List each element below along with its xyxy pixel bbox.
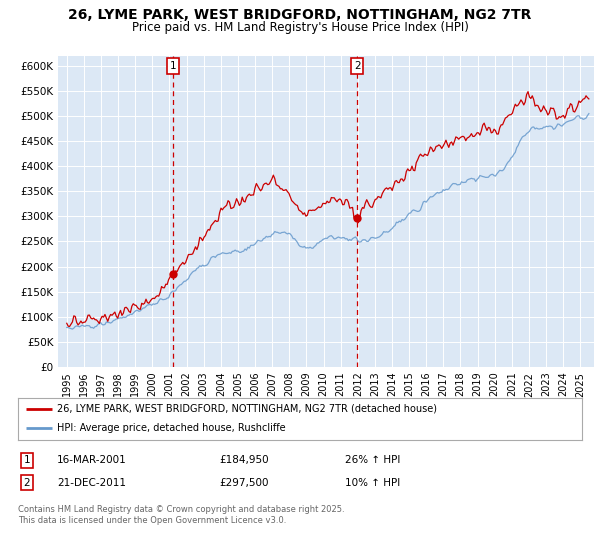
Text: Price paid vs. HM Land Registry's House Price Index (HPI): Price paid vs. HM Land Registry's House … [131,21,469,34]
Text: 26, LYME PARK, WEST BRIDGFORD, NOTTINGHAM, NG2 7TR: 26, LYME PARK, WEST BRIDGFORD, NOTTINGHA… [68,8,532,22]
Text: 2: 2 [354,61,361,71]
Text: 1: 1 [170,61,176,71]
Text: £297,500: £297,500 [219,478,269,488]
Text: 10% ↑ HPI: 10% ↑ HPI [345,478,400,488]
Text: £184,950: £184,950 [219,455,269,465]
Text: 26, LYME PARK, WEST BRIDGFORD, NOTTINGHAM, NG2 7TR (detached house): 26, LYME PARK, WEST BRIDGFORD, NOTTINGHA… [58,404,437,414]
Text: 26% ↑ HPI: 26% ↑ HPI [345,455,400,465]
Text: HPI: Average price, detached house, Rushcliffe: HPI: Average price, detached house, Rush… [58,423,286,433]
Text: 1: 1 [23,455,31,465]
Text: 2: 2 [23,478,31,488]
Text: Contains HM Land Registry data © Crown copyright and database right 2025.
This d: Contains HM Land Registry data © Crown c… [18,505,344,525]
Text: 21-DEC-2011: 21-DEC-2011 [57,478,126,488]
Text: 16-MAR-2001: 16-MAR-2001 [57,455,127,465]
